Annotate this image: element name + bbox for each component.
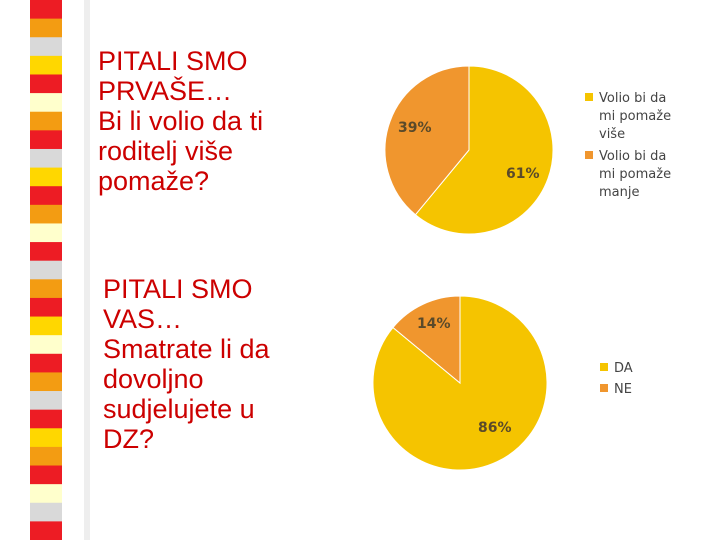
stripe-segment bbox=[30, 297, 62, 318]
stripe-segment bbox=[30, 391, 62, 411]
stripe-segment bbox=[30, 316, 62, 336]
legend-label: više bbox=[599, 127, 625, 142]
stripe-segment bbox=[30, 353, 62, 373]
question-line: pomaže? bbox=[98, 166, 210, 196]
slice-value-label: 39% bbox=[398, 120, 432, 136]
question-line: VAS… bbox=[103, 304, 183, 334]
stripe-segment bbox=[30, 148, 62, 169]
pie-slice bbox=[372, 295, 548, 471]
stripe-segment bbox=[30, 484, 62, 504]
legend-label: mi pomaže bbox=[599, 167, 671, 182]
decorative-stripe bbox=[0, 0, 90, 540]
slice-value-label: 61% bbox=[506, 166, 540, 182]
stripe-segment bbox=[30, 130, 62, 150]
pie-slice bbox=[384, 65, 470, 216]
legend-swatch bbox=[600, 363, 608, 371]
legend-label: NE bbox=[614, 382, 632, 397]
slice-value-label: 86% bbox=[478, 420, 512, 436]
stripe-segment bbox=[30, 260, 62, 280]
question-line: PITALI SMO bbox=[103, 274, 253, 304]
legend-label: DA bbox=[614, 361, 633, 376]
stripe-segment bbox=[30, 18, 62, 38]
question-line: PITALI SMO bbox=[98, 46, 248, 76]
question-prvase: PITALI SMO PRVAŠE… Bi li volio da ti rod… bbox=[98, 46, 263, 196]
stripe-segment bbox=[30, 55, 62, 75]
stripe-segment bbox=[30, 186, 62, 206]
stripe-segment bbox=[30, 0, 62, 20]
question-vas: PITALI SMO VAS… Smatrate li da dovoljno … bbox=[103, 274, 270, 454]
stripe-segment bbox=[30, 409, 62, 429]
legend-swatch bbox=[585, 93, 593, 101]
question-line: Bi li volio da ti bbox=[98, 106, 264, 136]
slice-value-label: 14% bbox=[417, 316, 451, 332]
stripe-segment bbox=[30, 428, 62, 448]
stripe-segment bbox=[30, 502, 62, 522]
legend-swatch bbox=[600, 384, 608, 392]
question-line: DZ? bbox=[103, 424, 155, 454]
stripe-segment bbox=[30, 335, 62, 355]
question-line: PRVAŠE… bbox=[98, 76, 233, 106]
stripe-segment bbox=[30, 93, 62, 113]
question-line: sudjelujete u bbox=[103, 394, 255, 424]
question-line: Smatrate li da bbox=[103, 334, 270, 364]
stripe-segment bbox=[30, 521, 62, 540]
stripe-segment bbox=[30, 74, 62, 94]
legend-label: manje bbox=[599, 185, 639, 200]
stripe-segment bbox=[30, 167, 62, 187]
legend-label: Volio bi da bbox=[599, 149, 666, 164]
stripe-segment bbox=[30, 465, 62, 485]
stripe-segment bbox=[30, 242, 62, 262]
stripe-segment bbox=[30, 111, 62, 131]
question-line: dovoljno bbox=[103, 364, 204, 394]
legend-swatch bbox=[585, 151, 593, 159]
stripe-segment bbox=[30, 204, 62, 224]
stripe-segment bbox=[30, 223, 62, 243]
stripe-segment bbox=[30, 446, 62, 467]
stripe-edge bbox=[84, 0, 90, 540]
legend-label: Volio bi da bbox=[599, 91, 666, 106]
legend-label: mi pomaže bbox=[599, 109, 671, 124]
pie-slice bbox=[414, 65, 554, 235]
question-line: roditelj više bbox=[98, 136, 234, 166]
stripe-segment bbox=[30, 37, 62, 57]
stripe-segment bbox=[30, 372, 62, 392]
stripe-segment bbox=[30, 279, 62, 299]
pie-slice bbox=[392, 295, 461, 385]
